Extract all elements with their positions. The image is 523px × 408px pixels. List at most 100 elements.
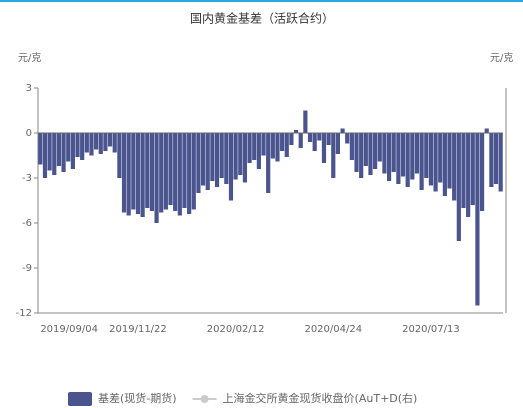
bar xyxy=(219,133,224,178)
bar xyxy=(131,133,136,210)
bar xyxy=(135,133,141,214)
bar xyxy=(47,133,52,171)
bar xyxy=(154,133,159,223)
bar xyxy=(126,133,131,216)
y-tick-label: -6 xyxy=(22,218,32,229)
x-tick-label: 2020/02/12 xyxy=(207,324,265,335)
bar xyxy=(284,133,289,157)
bar xyxy=(400,133,406,177)
bar xyxy=(414,133,420,174)
bar xyxy=(275,133,280,162)
bar xyxy=(484,128,489,133)
bar xyxy=(349,133,354,160)
bar xyxy=(289,133,294,145)
x-tick-label: 2020/07/13 xyxy=(402,324,460,335)
bar xyxy=(205,133,210,190)
bar xyxy=(233,133,238,180)
bar xyxy=(52,133,57,175)
bar xyxy=(424,133,429,178)
legend-marker xyxy=(200,395,209,403)
bar xyxy=(354,133,359,172)
bar xyxy=(117,133,122,178)
bar xyxy=(479,133,485,211)
bar xyxy=(80,133,85,160)
bar xyxy=(173,133,178,211)
bar xyxy=(56,133,62,166)
bar xyxy=(94,133,99,150)
bar xyxy=(98,133,103,154)
bar xyxy=(187,133,192,214)
bar xyxy=(470,133,475,205)
bar xyxy=(89,133,94,156)
bar xyxy=(252,133,257,160)
bar xyxy=(121,133,127,213)
y-tick-label: 3 xyxy=(26,83,32,94)
bar xyxy=(140,133,145,217)
bar xyxy=(61,133,66,172)
bar xyxy=(159,133,164,213)
bar xyxy=(247,133,252,163)
bar xyxy=(433,133,438,192)
bar xyxy=(386,133,392,181)
bar xyxy=(419,133,424,190)
bar xyxy=(107,133,113,147)
bar xyxy=(75,133,80,157)
bar xyxy=(438,133,443,183)
bar xyxy=(363,133,368,166)
bar xyxy=(466,133,471,217)
bar xyxy=(373,133,378,169)
bar xyxy=(307,133,313,142)
bar xyxy=(331,133,336,178)
bar xyxy=(224,133,229,184)
bar xyxy=(149,133,155,211)
x-tick-label: 2020/04/24 xyxy=(304,324,362,335)
bar xyxy=(475,133,480,306)
bar xyxy=(182,133,187,208)
bar xyxy=(340,128,345,133)
bar xyxy=(456,133,461,241)
legend-text: 上海金交所黄金现货收盘价(AuT+D(右) xyxy=(223,391,418,405)
bar xyxy=(442,133,447,196)
bar xyxy=(210,133,215,181)
y2-axis-label: 元/克 xyxy=(490,52,513,64)
bar xyxy=(270,133,275,159)
bar xyxy=(191,133,196,210)
bar xyxy=(200,133,206,186)
bar xyxy=(293,130,299,133)
bar xyxy=(303,110,308,133)
bar xyxy=(112,133,117,153)
bar xyxy=(368,133,373,175)
bar xyxy=(70,133,75,169)
legend-text: 基差(现货-期货) xyxy=(98,391,177,405)
bar xyxy=(428,133,434,186)
bar xyxy=(163,133,168,210)
legend-swatch xyxy=(68,392,92,406)
bar xyxy=(359,133,364,178)
bar xyxy=(145,133,150,208)
bar xyxy=(489,133,494,187)
bar xyxy=(452,133,457,201)
bar xyxy=(242,133,248,183)
bar xyxy=(405,133,410,187)
bar xyxy=(391,133,396,172)
bar xyxy=(298,133,303,148)
bar xyxy=(335,133,341,154)
bar xyxy=(214,133,220,187)
bar xyxy=(345,133,350,144)
bar xyxy=(196,133,201,193)
y-tick-label: 0 xyxy=(26,128,32,139)
bar xyxy=(84,133,89,153)
bar xyxy=(238,133,243,175)
bar xyxy=(321,133,327,163)
bar xyxy=(382,133,387,174)
bar xyxy=(261,133,266,156)
bar xyxy=(410,133,415,180)
bar xyxy=(447,133,452,189)
bar xyxy=(461,133,466,208)
bar xyxy=(103,133,108,151)
chart-title: 国内黄金基差（活跃合约） xyxy=(190,11,334,26)
y-tick-label: -12 xyxy=(16,308,32,319)
y-axis-label: 元/克 xyxy=(18,52,41,64)
bar xyxy=(66,133,71,162)
